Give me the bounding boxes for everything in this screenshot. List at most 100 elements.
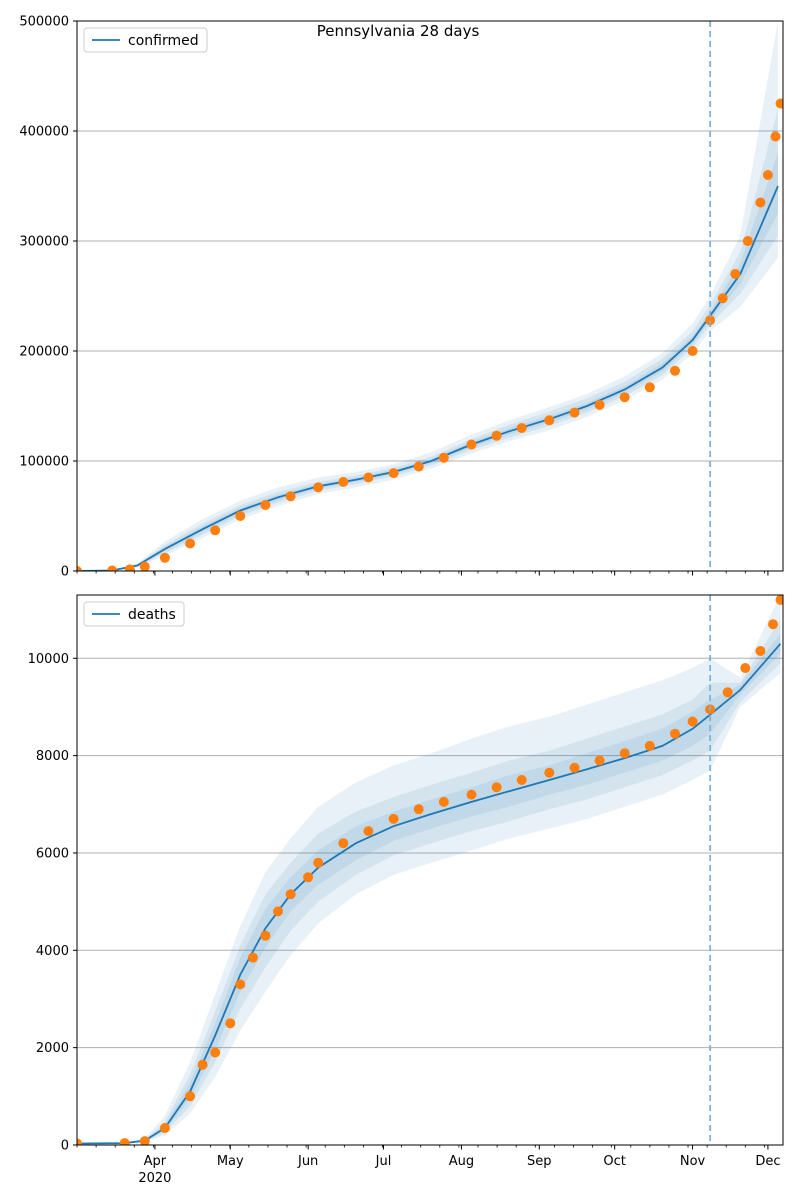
x-tick-label: Nov (680, 1154, 706, 1169)
observed-point (119, 1138, 130, 1145)
observed-point (139, 1136, 150, 1145)
x-tick-label: May (217, 1154, 244, 1169)
observed-point (124, 564, 135, 571)
uncertainty-band-outer (77, 595, 781, 1144)
observed-point (594, 755, 605, 766)
observed-point (260, 500, 271, 510)
observed-point (247, 952, 258, 963)
y-tick-label: 100000 (19, 455, 69, 470)
observed-point (313, 857, 324, 868)
observed-point (363, 472, 374, 483)
observed-point (730, 269, 741, 279)
uncertainty-band-middle (77, 109, 778, 571)
observed-point (77, 566, 82, 571)
observed-point (768, 619, 778, 630)
y-tick-label: 200000 (19, 345, 69, 360)
observed-point (338, 476, 349, 487)
observed-point (159, 552, 170, 563)
y-tick-label: 400000 (19, 125, 69, 140)
observed-point (670, 365, 680, 376)
observed-point (569, 407, 580, 418)
observed-point (107, 565, 118, 571)
observed-point (516, 775, 527, 785)
uncertainty-band-inner (77, 633, 781, 1144)
observed-point (755, 646, 766, 656)
plot-area (77, 21, 783, 571)
observed-point (705, 315, 716, 326)
x-tick-label: Dec (755, 1154, 780, 1169)
observed-point (235, 979, 246, 990)
axes-frame (76, 594, 784, 1146)
legend-box (83, 601, 185, 627)
observed-point (285, 491, 296, 502)
observed-point (185, 1091, 196, 1102)
observed-point (438, 452, 449, 463)
observed-point (619, 748, 630, 759)
y-tick-label: 6000 (36, 846, 69, 861)
observed-point (644, 382, 655, 393)
y-tick-label: 8000 (36, 749, 69, 764)
x-tick-label: Jun (297, 1154, 318, 1169)
observed-point (466, 439, 477, 450)
observed-point (594, 399, 605, 410)
observed-point (569, 762, 580, 773)
observed-point (742, 236, 753, 246)
observed-point (717, 293, 728, 304)
y-tick-label: 4000 (36, 944, 69, 959)
chart-title: Pennsylvania 28 days (317, 22, 480, 40)
observed-point (159, 1123, 170, 1133)
x-tick-label: Aug (449, 1154, 474, 1169)
observed-point (77, 1138, 82, 1145)
observed-point (285, 889, 296, 900)
observed-point (770, 131, 781, 142)
plot-area (77, 595, 783, 1145)
observed-point (413, 804, 424, 815)
observed-point (762, 170, 773, 180)
observed-point (313, 482, 324, 493)
uncertainty-band-middle (77, 619, 781, 1144)
observed-point (210, 525, 221, 536)
observed-point (775, 98, 783, 109)
y-tick-label: 10000 (28, 652, 69, 667)
axes-frame (76, 20, 784, 572)
observed-point (210, 1047, 221, 1058)
observed-point (235, 511, 246, 521)
observed-point (740, 663, 751, 673)
observed-point (687, 716, 698, 727)
y-tick-label: 300000 (19, 235, 69, 250)
observed-point (197, 1059, 208, 1070)
observed-point (338, 838, 349, 849)
legend-label: deaths (128, 607, 176, 623)
observed-point (413, 461, 424, 472)
observed-point (544, 767, 555, 778)
observed-point (185, 538, 196, 549)
model-line (77, 185, 779, 571)
observed-point (466, 789, 477, 800)
observed-point (755, 197, 766, 208)
observed-point (303, 872, 314, 883)
x-tick-label: Oct (603, 1154, 625, 1169)
observed-point (139, 561, 150, 571)
observed-point (687, 346, 698, 356)
observed-point (670, 728, 680, 739)
legend-box (83, 27, 208, 53)
observed-point (388, 468, 399, 479)
deaths-panel: 0 2000 4000 6000 8000 10000 Apr 2020 May Jun Jul Au… (28, 594, 784, 1186)
observed-point (225, 1018, 236, 1029)
x-tick-label: Jul (375, 1154, 392, 1169)
observed-point (438, 796, 449, 807)
y-tick-label: 0 (61, 1139, 69, 1154)
x-tick-sublabel: 2020 (138, 1171, 171, 1186)
observed-point (619, 392, 630, 403)
observed-point (260, 930, 271, 941)
observed-point (388, 813, 399, 824)
observed-point (722, 687, 733, 698)
confirmed-panel: 0 100000 200000 300000 400000 500000 confirmed (19, 15, 784, 580)
observed-point (775, 595, 783, 605)
y-tick-label: 500000 (19, 15, 69, 30)
observed-point (273, 906, 283, 917)
legend-label: confirmed (128, 33, 199, 49)
observed-point (491, 782, 502, 793)
observed-point (491, 430, 502, 441)
